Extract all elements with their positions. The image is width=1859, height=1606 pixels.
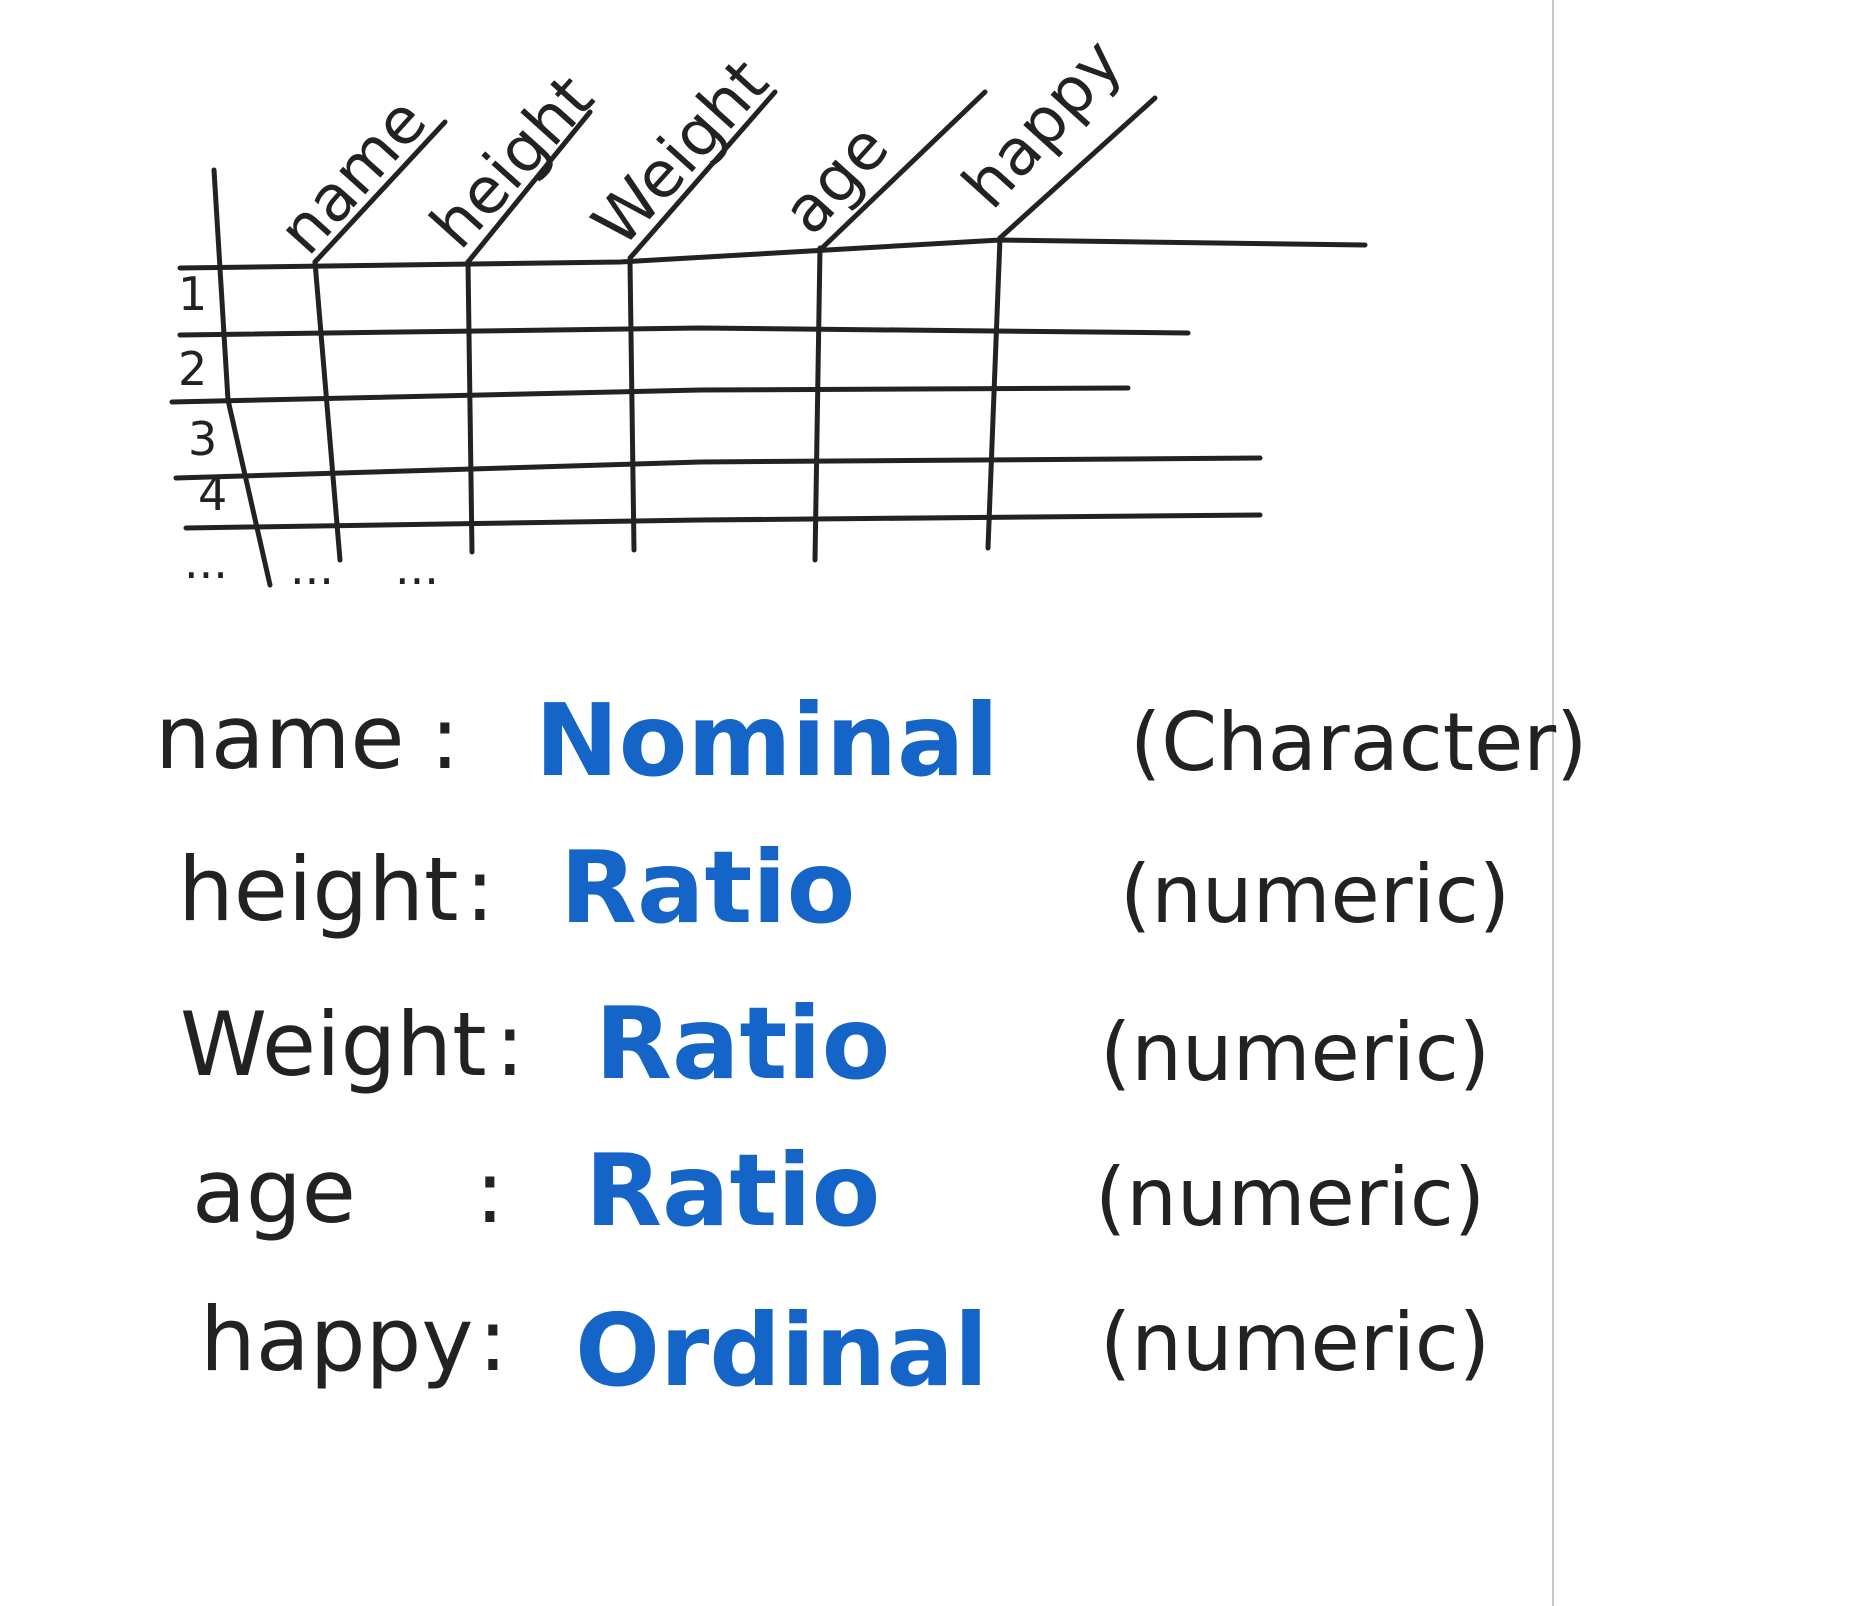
row-line <box>177 325 1191 338</box>
variable-name: name <box>155 686 405 789</box>
measurement-level: Nominal <box>535 682 999 799</box>
row-index-labels: 1 2 3 4 ... ... ... <box>178 267 439 595</box>
row-line <box>169 385 1131 405</box>
colon: : <box>475 1140 505 1243</box>
table-grid <box>169 89 1368 588</box>
index-divider <box>211 167 273 588</box>
data-type: (numeric) <box>1100 1006 1490 1099</box>
row-index: 1 <box>178 267 207 321</box>
row-ellipsis: ... <box>184 535 228 589</box>
measurement-level: Ratio <box>595 985 890 1102</box>
row-ellipsis: ... <box>395 541 439 595</box>
header-line <box>177 237 1368 271</box>
row-line <box>183 512 1263 531</box>
column-divider <box>627 259 637 553</box>
column-divider <box>465 259 475 555</box>
row-ellipsis: ... <box>290 541 334 595</box>
column-header-happy: happy <box>949 25 1137 222</box>
column-header-age: age <box>769 111 904 249</box>
variable-name: Weight <box>180 993 487 1096</box>
column-header-name: name <box>265 84 441 268</box>
column-divider <box>985 235 1003 551</box>
column-header-weight: Weight <box>579 45 783 260</box>
data-type: (numeric) <box>1100 1296 1490 1389</box>
header-slash <box>627 89 778 261</box>
colon: : <box>478 1288 508 1391</box>
column-divider <box>812 245 823 563</box>
row-line <box>173 455 1263 481</box>
column-header-height: height <box>417 62 608 263</box>
colon: : <box>430 686 460 789</box>
row-index: 4 <box>198 467 227 521</box>
variable-name: age <box>192 1140 356 1243</box>
row-index: 2 <box>178 342 207 396</box>
data-type: (Character) <box>1130 696 1587 789</box>
colon: : <box>465 838 495 941</box>
row-index: 3 <box>188 412 217 466</box>
header-slash <box>997 95 1158 241</box>
data-type: (numeric) <box>1120 848 1510 941</box>
variable-name: happy <box>200 1288 474 1391</box>
variable-list: name : Nominal (Character) height : Rati… <box>155 682 1587 1409</box>
header-slash <box>817 89 988 253</box>
colon: : <box>495 993 525 1096</box>
header-slash <box>465 109 593 265</box>
measurement-level: Ordinal <box>575 1292 988 1409</box>
column-divider <box>312 259 343 563</box>
measurement-level: Ratio <box>560 829 855 946</box>
data-type: (numeric) <box>1095 1151 1485 1244</box>
measurement-level: Ratio <box>585 1132 880 1249</box>
header-slash <box>312 119 448 265</box>
variable-name: height <box>178 838 459 941</box>
